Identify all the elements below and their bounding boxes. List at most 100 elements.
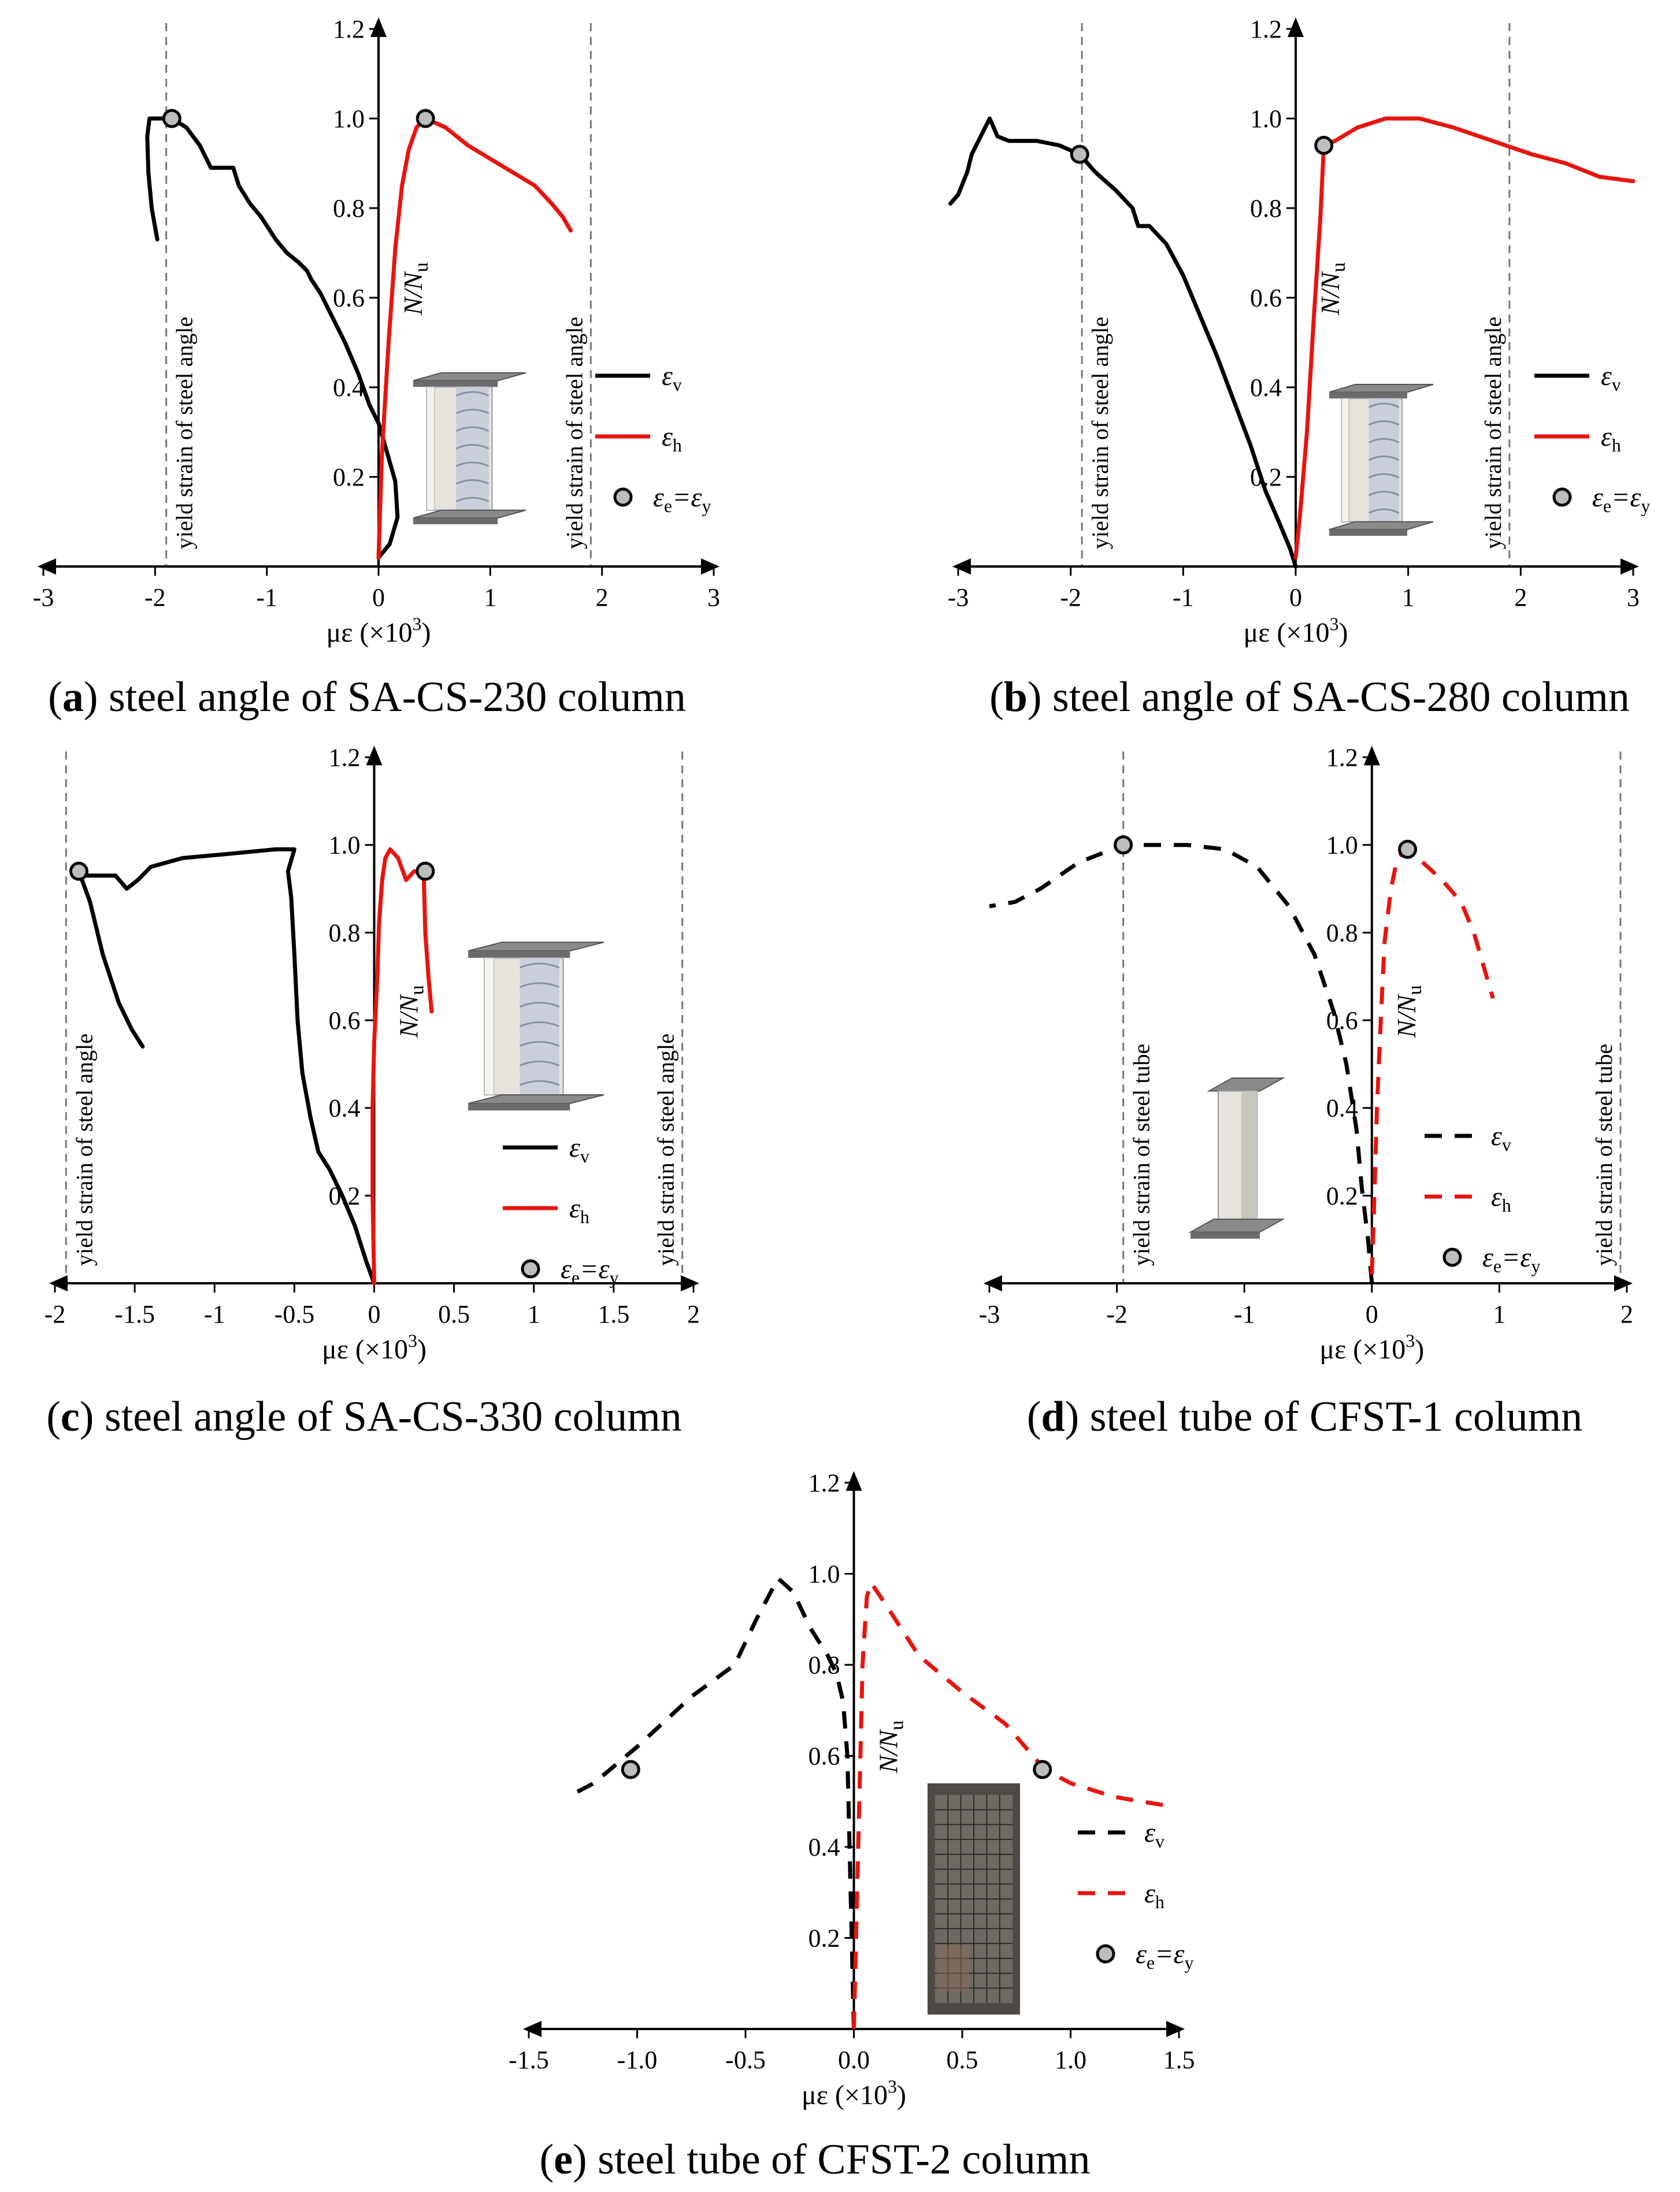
y-tick-label: 0.6 bbox=[333, 284, 365, 312]
inset-top-plate bbox=[468, 942, 604, 951]
specimen-inset bbox=[1188, 1078, 1285, 1239]
inset-batten-strip bbox=[1368, 402, 1400, 408]
legend-label-ev: εv bbox=[569, 1132, 589, 1167]
x-axis-arrow-right bbox=[1620, 558, 1639, 575]
x-axis-label: με (×103) bbox=[1319, 1330, 1424, 1365]
inset-batten-strip bbox=[455, 444, 489, 450]
x-tick-label: -2 bbox=[1106, 1300, 1128, 1328]
legend-label-ev: εv bbox=[1601, 361, 1621, 395]
inset-bottom-plate bbox=[1329, 521, 1434, 531]
x-tick-label: 0 bbox=[372, 583, 385, 612]
x-axis-arrow-right bbox=[1614, 1275, 1633, 1291]
x-axis-arrow-right bbox=[701, 558, 720, 575]
inset-batten-strip bbox=[519, 1041, 560, 1047]
y-tick-label: 0.8 bbox=[333, 194, 365, 223]
yield-point-marker bbox=[1114, 835, 1133, 855]
series-eh-line bbox=[376, 116, 573, 560]
inset-batten-strip bbox=[455, 497, 489, 502]
legend: εv εh εe=εy bbox=[1534, 361, 1650, 516]
legend-label-marker: εe=εy bbox=[561, 1254, 618, 1288]
x-tick-label: -1 bbox=[256, 583, 277, 612]
inset-bottom-plate bbox=[468, 1094, 604, 1104]
inset-batten-strip bbox=[1368, 473, 1400, 479]
x-tick-label: -3 bbox=[33, 583, 54, 612]
legend: εv εh εe=εy bbox=[503, 1132, 618, 1288]
y-axis-arrow bbox=[1363, 746, 1380, 765]
x-tick-label: 0 bbox=[1289, 583, 1302, 612]
y-axis-label: N/Nu bbox=[398, 262, 432, 316]
x-tick-label: 0.5 bbox=[438, 1300, 470, 1328]
legend-label-marker: εe=εy bbox=[1592, 482, 1650, 516]
inset-tube-shade bbox=[1241, 1091, 1258, 1220]
inset-batten-strip bbox=[519, 1002, 560, 1008]
yield-label: yield strain of steel tube bbox=[1129, 1044, 1155, 1266]
y-tick-label: 0.6 bbox=[1250, 284, 1282, 312]
y-axis-label: N/Nu bbox=[394, 985, 428, 1038]
y-tick-label: 0.8 bbox=[809, 1651, 840, 1679]
specimen-inset bbox=[468, 942, 604, 1110]
chart-b: yield strain of steel angle yield strain … bbox=[948, 15, 1651, 721]
y-axis-arrow bbox=[845, 1471, 862, 1491]
y-tick-label: 1.2 bbox=[333, 15, 365, 43]
y-tick-label: 1.2 bbox=[329, 743, 361, 772]
chart-d: yield strain of steel tube yield strain o… bbox=[979, 743, 1633, 1441]
series-ev-line bbox=[76, 847, 376, 1286]
x-axis-arrow-left bbox=[523, 2021, 542, 2037]
panel-caption: (a) steel angle of SA-CS-230 column bbox=[48, 673, 686, 721]
x-axis-label: με (×103) bbox=[802, 2076, 906, 2110]
x-tick-label: -2 bbox=[144, 583, 166, 612]
x-tick-label: 0.5 bbox=[947, 2046, 978, 2074]
yield-point-marker bbox=[621, 1760, 640, 1779]
inset-bottom-plate bbox=[1188, 1219, 1285, 1233]
y-tick-label: 0.6 bbox=[329, 1006, 361, 1035]
x-tick-label: 0 bbox=[368, 1300, 381, 1328]
inset-bottom-plate-edge bbox=[468, 1104, 570, 1110]
y-tick-label: 1.0 bbox=[1326, 831, 1358, 860]
x-tick-label: 2 bbox=[687, 1300, 700, 1328]
yield-label: yield strain of steel tube bbox=[1591, 1044, 1617, 1266]
inset-batten-strip bbox=[1368, 508, 1400, 514]
x-tick-label: 1.0 bbox=[1055, 2046, 1086, 2074]
inset-batten-strip bbox=[455, 409, 489, 414]
inset-batten-strip bbox=[1368, 438, 1400, 443]
legend: εv εh εe=εy bbox=[595, 361, 711, 516]
y-axis-label: N/Nu bbox=[1315, 262, 1349, 316]
specimen-inset bbox=[413, 372, 526, 524]
x-tick-label: 0 bbox=[1366, 1300, 1378, 1328]
yield-point-marker bbox=[162, 109, 181, 128]
inset-top-plate-edge bbox=[1329, 392, 1407, 399]
y-tick-label: 1.0 bbox=[1250, 105, 1282, 133]
inset-column-core bbox=[520, 958, 559, 1095]
legend-marker-swatch bbox=[1442, 1247, 1462, 1267]
x-tick-label: -0.5 bbox=[275, 1300, 315, 1328]
y-tick-label: 0.2 bbox=[1326, 1182, 1358, 1210]
chart-a: yield strain of steel angle yield strain … bbox=[33, 15, 720, 721]
yield-label: yield strain of steel angle bbox=[71, 1034, 97, 1266]
y-tick-label: 0.4 bbox=[809, 1833, 840, 1861]
panel-caption: (e) steel tube of CFST-2 column bbox=[540, 2136, 1091, 2183]
y-tick-label: 0.4 bbox=[329, 1094, 361, 1123]
legend-label-eh: εh bbox=[569, 1193, 589, 1227]
inset-batten-strip bbox=[519, 962, 560, 969]
yield-label: yield strain of steel angle bbox=[561, 317, 587, 549]
y-tick-label: 0.8 bbox=[1326, 919, 1358, 947]
inset-batten-strip bbox=[455, 479, 489, 485]
inset-bottom-plate-edge bbox=[1329, 530, 1407, 536]
legend-label-eh: εh bbox=[1144, 1878, 1164, 1912]
series-ev-line bbox=[145, 116, 400, 560]
inset-steel-angle bbox=[426, 386, 435, 511]
x-tick-label: -1.5 bbox=[509, 2046, 549, 2074]
x-tick-label: 2 bbox=[596, 583, 609, 612]
legend-label-ev: εv bbox=[1144, 1817, 1164, 1852]
inset-top-plate bbox=[1207, 1078, 1285, 1092]
x-tick-label: 2 bbox=[1514, 583, 1527, 612]
series-eh-line bbox=[370, 847, 434, 1286]
chart-e: -1.5 -1.0 -0.5 0.0 0.5 1.0 1.5 0.2 0.4 0.6 0.8 1.0 1… bbox=[509, 1469, 1195, 2183]
x-tick-label: 0.0 bbox=[838, 2046, 870, 2074]
yield-point-marker bbox=[416, 109, 435, 128]
y-axis-arrow bbox=[370, 17, 387, 37]
x-tick-label: -1.5 bbox=[114, 1300, 155, 1328]
x-axis-arrow-left bbox=[49, 1275, 68, 1291]
legend-label-marker: εe=εy bbox=[1136, 1939, 1193, 1973]
y-tick-label: 0.4 bbox=[1250, 373, 1282, 402]
